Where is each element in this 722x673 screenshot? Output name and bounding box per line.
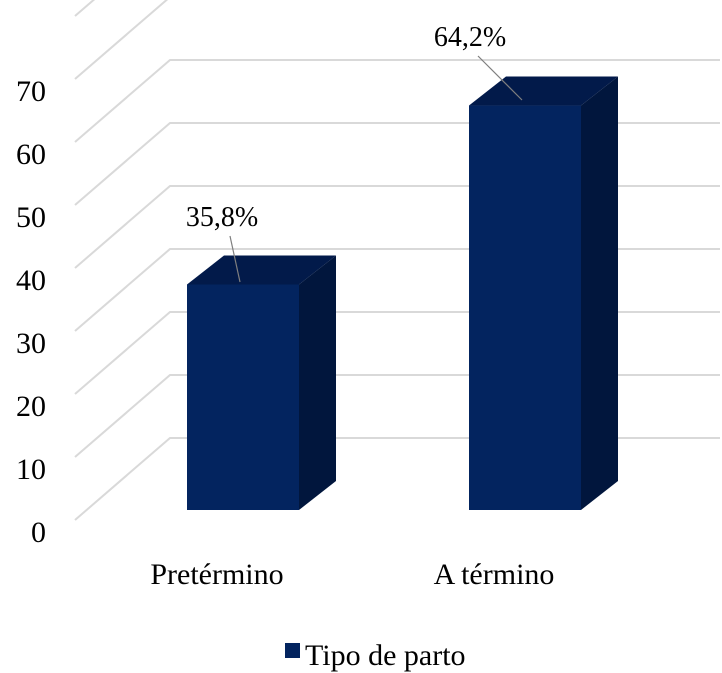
legend: Tipo de parto [285,639,466,672]
data-label: 64,2% [434,22,506,53]
bar-side [299,255,336,510]
category-label: A término [434,558,555,591]
y-tick-label: 20 [16,390,46,423]
bar [187,284,299,510]
y-tick-label: 40 [16,264,46,297]
y-tick-label: 10 [16,453,46,486]
gridline [74,0,169,80]
gridline [74,437,720,521]
y-tick-label: 60 [16,138,46,171]
bar-top [187,255,336,285]
data-label-leader [477,55,523,101]
gridline [74,311,720,395]
category-labels: Pretérmino A término [150,558,554,591]
gridline [74,59,720,143]
y-tick-label: 70 [16,75,46,108]
data-label-leader [229,235,241,283]
y-tick-label: 50 [16,201,46,234]
legend-label: Tipo de parto [305,639,466,672]
bar [469,105,581,510]
data-labels: 35,8% 64,2% [186,22,523,283]
y-axis-tick-labels: 0 10 20 30 40 50 60 70 [16,75,46,549]
gridline [74,0,96,17]
gridline [74,248,720,332]
gridline [74,185,720,269]
gridline [74,122,720,206]
bar-side [581,76,618,510]
y-tick-label: 0 [31,516,46,549]
bars [187,76,618,510]
gridline [74,374,720,458]
category-label: Pretérmino [150,558,283,591]
legend-swatch [285,643,300,658]
data-label: 35,8% [186,202,258,233]
gridlines [74,0,720,521]
y-tick-label: 30 [16,327,46,360]
